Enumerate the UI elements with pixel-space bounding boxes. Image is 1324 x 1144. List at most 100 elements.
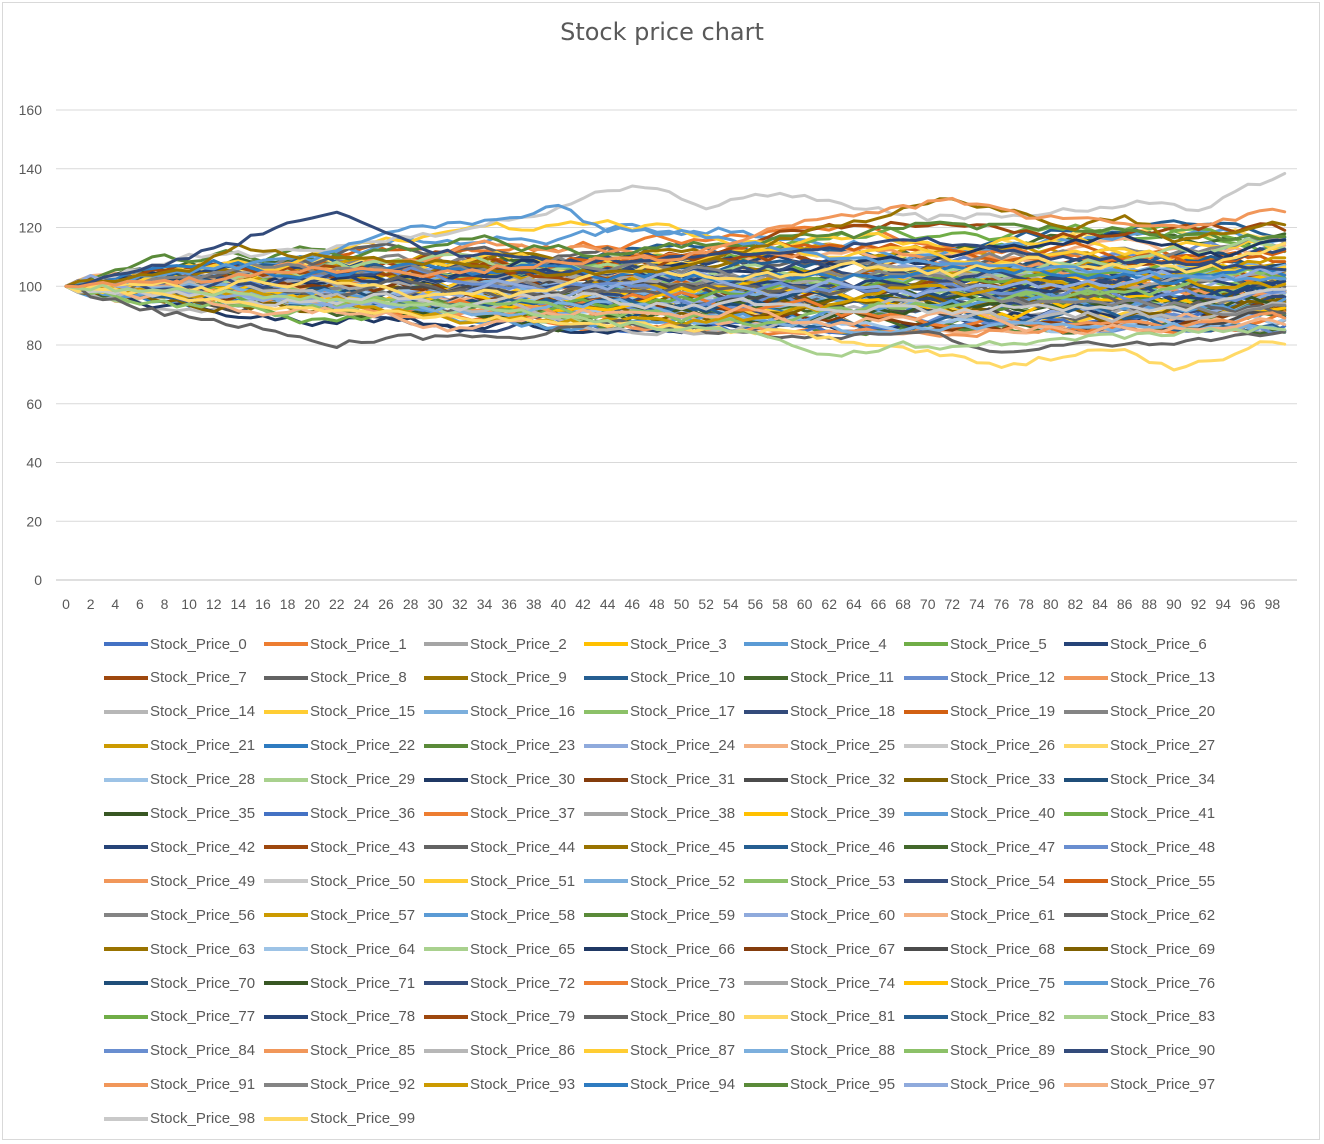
legend-item: Stock_Price_63	[104, 932, 255, 966]
legend-label: Stock_Price_8	[310, 669, 407, 687]
x-tick-label: 76	[994, 596, 1010, 612]
legend-swatch	[584, 675, 628, 680]
x-tick-label: 66	[871, 596, 887, 612]
legend-label: Stock_Price_37	[470, 805, 576, 822]
series-line-stock-price-58	[64, 203, 1287, 288]
legend-label: Stock_Price_76	[1110, 974, 1216, 992]
legend-swatch	[584, 947, 628, 952]
x-tick-label: 34	[477, 596, 493, 612]
legend-label: Stock_Price_3	[630, 635, 727, 653]
legend-item: Stock_Price_6	[1064, 627, 1207, 661]
legend-label: Stock_Price_52	[630, 872, 736, 890]
legend-swatch	[424, 642, 468, 646]
legend-label: Stock_Price_53	[790, 872, 896, 890]
legend-swatch	[104, 642, 148, 646]
legend-label: Stock_Price_31	[630, 771, 736, 789]
legend-label: Stock_Price_24	[630, 737, 736, 755]
legend-label: Stock_Price_13	[1110, 669, 1216, 687]
legend-swatch	[1064, 913, 1108, 918]
legend-label: Stock_Price_54	[950, 872, 1056, 890]
legend-swatch	[264, 675, 308, 680]
x-tick-label: 82	[1068, 596, 1084, 612]
x-tick-label: 2	[87, 596, 95, 612]
legend-swatch	[104, 947, 148, 952]
legend-swatch	[584, 1082, 628, 1087]
legend-swatch	[904, 743, 948, 748]
x-tick-label: 32	[452, 596, 468, 612]
legend-swatch	[584, 879, 628, 884]
x-tick-label: 72	[945, 596, 961, 612]
legend-item: Stock_Price_70	[104, 966, 255, 1000]
x-tick-label: 52	[698, 596, 714, 612]
legend-swatch	[1064, 981, 1108, 985]
legend-label: Stock_Price_73	[630, 974, 736, 992]
legend-item: Stock_Price_78	[264, 1000, 415, 1034]
x-tick-label: 84	[1092, 596, 1108, 612]
series-lines	[64, 172, 1287, 372]
x-tick-label: 94	[1215, 596, 1231, 612]
legend-swatch	[584, 642, 628, 646]
y-tick-label: 20	[26, 513, 42, 529]
legend-label: Stock_Price_41	[1110, 805, 1216, 822]
legend-item: Stock_Price_45	[584, 830, 735, 864]
legend-item: Stock_Price_34	[1064, 763, 1215, 797]
legend-item: Stock_Price_16	[424, 695, 575, 729]
legend-swatch	[424, 981, 468, 985]
legend-label: Stock_Price_81	[790, 1008, 896, 1026]
legend-label: Stock_Price_84	[150, 1042, 256, 1060]
legend-item: Stock_Price_28	[104, 763, 255, 797]
legend-swatch	[104, 1082, 148, 1087]
legend-swatch	[584, 743, 628, 748]
legend-item: Stock_Price_36	[264, 797, 415, 831]
legend-item: Stock_Price_44	[424, 830, 575, 864]
legend-swatch	[424, 1048, 468, 1053]
legend-item: Stock_Price_17	[584, 695, 735, 729]
legend-label: Stock_Price_55	[1110, 872, 1216, 890]
x-tick-label: 80	[1043, 596, 1059, 612]
legend-swatch	[904, 845, 948, 850]
legend-label: Stock_Price_89	[950, 1042, 1056, 1060]
legend-swatch	[424, 947, 468, 952]
legend-label: Stock_Price_69	[1110, 940, 1216, 958]
legend-item: Stock_Price_76	[1064, 966, 1215, 1000]
legend-label: Stock_Price_94	[630, 1076, 736, 1094]
legend-swatch	[1064, 845, 1108, 850]
legend-swatch	[424, 811, 468, 816]
x-tick-label: 58	[772, 596, 788, 612]
legend-swatch	[264, 811, 308, 816]
legend-item: Stock_Price_25	[744, 729, 895, 763]
legend-label: Stock_Price_38	[630, 805, 736, 822]
legend-label: Stock_Price_56	[150, 906, 256, 924]
legend-swatch	[424, 675, 468, 680]
legend-swatch	[104, 1048, 148, 1053]
legend-item: Stock_Price_96	[904, 1068, 1055, 1102]
legend-item: Stock_Price_3	[584, 627, 727, 661]
series-line-stock-price-83	[64, 283, 1287, 358]
series-line-stock-price-98	[64, 284, 1287, 315]
series-line-stock-price-66	[64, 232, 1287, 295]
legend-swatch	[1064, 709, 1108, 714]
legend-item: Stock_Price_12	[904, 661, 1055, 695]
x-tick-label: 68	[895, 596, 911, 612]
legend-item: Stock_Price_13	[1064, 661, 1215, 695]
legend-swatch	[904, 675, 948, 680]
legend-item: Stock_Price_93	[424, 1068, 575, 1102]
legend-item: Stock_Price_5	[904, 627, 1047, 661]
legend-swatch	[1064, 777, 1108, 782]
y-tick-label: 60	[26, 396, 42, 412]
legend-label: Stock_Price_82	[950, 1008, 1056, 1026]
legend-item: Stock_Price_50	[264, 864, 415, 898]
legend-label: Stock_Price_42	[150, 838, 256, 856]
legend-label: Stock_Price_50	[310, 872, 416, 890]
legend-swatch	[104, 845, 148, 850]
legend-label: Stock_Price_29	[310, 771, 416, 789]
y-tick-label: 80	[26, 337, 42, 353]
legend-item: Stock_Price_33	[904, 763, 1055, 797]
legend-label: Stock_Price_1	[310, 635, 407, 653]
legend-swatch	[1064, 1014, 1108, 1019]
x-tick-label: 24	[354, 596, 370, 612]
legend-item: Stock_Price_58	[424, 898, 575, 932]
legend-swatch	[424, 845, 468, 850]
